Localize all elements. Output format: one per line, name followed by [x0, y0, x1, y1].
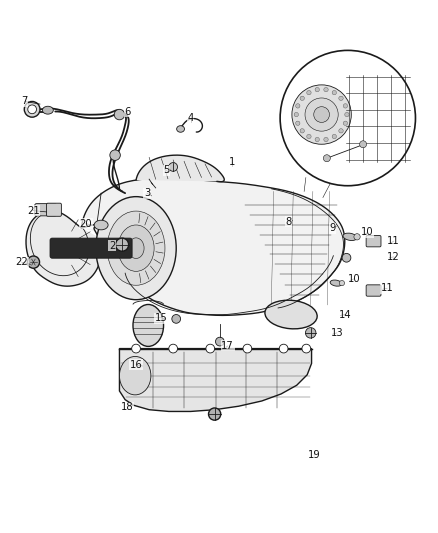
Circle shape	[24, 101, 40, 117]
Circle shape	[339, 280, 345, 286]
Circle shape	[354, 233, 360, 240]
Ellipse shape	[42, 106, 53, 114]
Polygon shape	[120, 349, 311, 411]
Text: 5: 5	[163, 165, 170, 175]
Circle shape	[280, 51, 416, 185]
Ellipse shape	[120, 357, 151, 395]
Text: 22: 22	[15, 257, 28, 267]
Circle shape	[342, 253, 351, 262]
Circle shape	[339, 128, 343, 133]
Ellipse shape	[330, 280, 342, 286]
Circle shape	[360, 141, 367, 148]
Circle shape	[315, 87, 319, 92]
Circle shape	[169, 344, 177, 353]
FancyBboxPatch shape	[46, 203, 61, 216]
Circle shape	[296, 121, 300, 125]
Text: 15: 15	[155, 313, 168, 323]
Ellipse shape	[133, 304, 163, 346]
Circle shape	[315, 138, 319, 142]
Text: 1: 1	[229, 157, 235, 167]
Circle shape	[300, 96, 304, 100]
Ellipse shape	[343, 233, 357, 240]
FancyBboxPatch shape	[35, 204, 57, 216]
Ellipse shape	[128, 238, 144, 259]
Circle shape	[116, 238, 129, 251]
Text: 10: 10	[348, 274, 360, 284]
Text: 11: 11	[381, 284, 393, 293]
FancyBboxPatch shape	[366, 236, 381, 247]
Circle shape	[206, 344, 215, 353]
Circle shape	[302, 344, 311, 353]
FancyBboxPatch shape	[50, 238, 132, 258]
Circle shape	[324, 138, 328, 142]
Circle shape	[243, 344, 252, 353]
Circle shape	[215, 337, 224, 346]
Text: 9: 9	[329, 223, 336, 233]
Text: 19: 19	[308, 450, 321, 460]
Text: 2: 2	[109, 240, 115, 251]
Circle shape	[343, 121, 348, 125]
Circle shape	[314, 107, 329, 123]
Polygon shape	[136, 155, 224, 181]
Ellipse shape	[265, 300, 317, 329]
Circle shape	[324, 87, 328, 92]
Text: 11: 11	[387, 236, 400, 246]
Circle shape	[279, 344, 288, 353]
Circle shape	[208, 408, 221, 420]
Circle shape	[339, 96, 343, 100]
Circle shape	[305, 328, 316, 338]
Text: 14: 14	[339, 310, 352, 319]
Ellipse shape	[96, 197, 176, 300]
Text: 4: 4	[187, 113, 194, 123]
Text: 16: 16	[130, 360, 142, 370]
Text: 13: 13	[331, 328, 343, 338]
Circle shape	[307, 91, 311, 95]
Text: 10: 10	[361, 228, 374, 237]
Circle shape	[292, 85, 351, 144]
Circle shape	[307, 134, 311, 139]
Text: 12: 12	[387, 252, 400, 262]
Circle shape	[110, 150, 120, 160]
Text: 20: 20	[80, 219, 92, 229]
Circle shape	[305, 98, 338, 131]
Ellipse shape	[94, 220, 108, 230]
Circle shape	[332, 91, 336, 95]
Circle shape	[172, 314, 180, 323]
Circle shape	[132, 344, 141, 353]
Text: 7: 7	[21, 96, 28, 107]
FancyBboxPatch shape	[366, 285, 381, 296]
Circle shape	[114, 109, 125, 120]
Text: 21: 21	[27, 206, 40, 216]
Circle shape	[300, 128, 304, 133]
Circle shape	[345, 112, 349, 117]
Text: 3: 3	[144, 188, 150, 198]
Text: 18: 18	[121, 402, 134, 412]
Ellipse shape	[107, 211, 165, 285]
Circle shape	[28, 105, 36, 114]
Text: 6: 6	[124, 107, 131, 117]
Circle shape	[332, 134, 336, 139]
Circle shape	[294, 112, 298, 117]
Circle shape	[323, 155, 330, 161]
Text: 17: 17	[221, 341, 234, 351]
Text: 8: 8	[286, 217, 292, 227]
Ellipse shape	[177, 126, 184, 132]
Ellipse shape	[118, 225, 154, 271]
Circle shape	[169, 163, 177, 171]
Circle shape	[27, 256, 39, 268]
Circle shape	[296, 104, 300, 108]
Polygon shape	[81, 179, 345, 316]
Polygon shape	[26, 211, 122, 286]
Circle shape	[343, 104, 348, 108]
